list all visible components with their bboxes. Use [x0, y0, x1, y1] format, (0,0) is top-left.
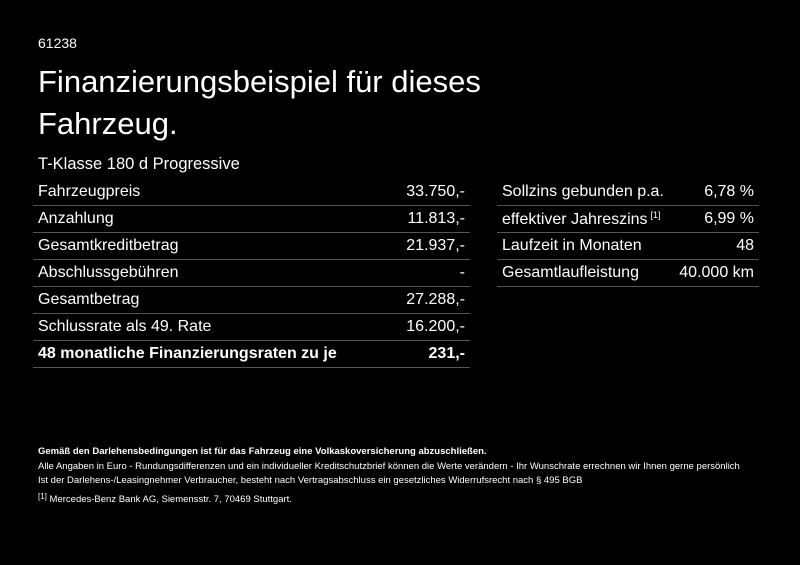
- row-label: Schlussrate als 49. Rate: [38, 318, 211, 336]
- row-label: 48 monatliche Finanzierungsraten zu je: [38, 345, 337, 363]
- row-value: 231,-: [428, 345, 465, 362]
- row-label-text: effektiver Jahreszins: [502, 210, 648, 228]
- row-value: 27.288,-: [406, 291, 465, 308]
- table-row: Laufzeit in Monaten 48: [497, 233, 759, 260]
- row-label-text: Anzahlung: [38, 210, 114, 227]
- title-line: Fahrzeug.: [38, 106, 178, 141]
- table-row: 48 monatliche Finanzierungsraten zu je 23…: [33, 341, 470, 368]
- title-line: Finanzierungsbeispiel für dieses: [38, 64, 481, 99]
- table-row: Schlussrate als 49. Rate 16.200,-: [33, 314, 470, 341]
- row-label-text: Fahrzeugpreis: [38, 183, 141, 200]
- table-row: Gesamtlaufleistung 40.000 km: [497, 260, 759, 287]
- row-value: 6,99 %: [704, 210, 754, 227]
- model: T-Klasse 180 d Progressive: [38, 155, 240, 173]
- right-table: Sollzins gebunden p.a. 6,78 % effektiver J…: [497, 179, 759, 287]
- id: 61238: [38, 35, 77, 51]
- row-label: Abschlussgebühren: [38, 264, 179, 282]
- row-label-text: Laufzeit in Monaten: [502, 237, 642, 254]
- table-row: Anzahlung 11.813,-: [33, 206, 470, 233]
- table-row: effektiver Jahreszins [1] 6,99 %: [497, 206, 759, 233]
- row-label-text: Gesamtkreditbetrag: [38, 237, 179, 254]
- row-label: Laufzeit in Monaten: [502, 237, 642, 255]
- row-value: 33.750,-: [406, 183, 465, 200]
- footnote: Gemäß den Darlehensbedingungen ist für d…: [38, 446, 487, 457]
- row-label: Sollzins gebunden p.a.: [502, 183, 664, 201]
- left-table: Fahrzeugpreis 33.750,- Anzahlung 11.813,- Ge…: [33, 179, 470, 368]
- table-row: Sollzins gebunden p.a. 6,78 %: [497, 179, 759, 206]
- footnote: Alle Angaben in Euro - Rundungsdifferenz…: [38, 461, 740, 472]
- row-value: 6,78 %: [704, 183, 754, 200]
- row-value: 48: [736, 237, 754, 254]
- row-label: Gesamtbetrag: [38, 291, 139, 309]
- row-label-text: Abschlussgebühren: [38, 264, 179, 281]
- row-label: Anzahlung: [38, 210, 114, 228]
- row-label-text: Schlussrate als 49. Rate: [38, 318, 212, 335]
- row-value: -: [459, 264, 465, 281]
- table-row: Gesamtbetrag 27.288,-: [33, 287, 470, 314]
- row-label-text: Sollzins gebunden p.a.: [502, 183, 664, 200]
- row-label-text: 48 monatliche Finanzierungsraten zu je: [38, 345, 337, 362]
- ref-text: Mercedes-Benz Bank AG, Siemensstr. 7, 70…: [49, 494, 292, 505]
- ref-marker: [1]: [38, 492, 47, 501]
- row-label: effektiver Jahreszins [1]: [502, 210, 661, 229]
- table-row: Gesamtkreditbetrag 21.937,-: [33, 233, 470, 260]
- row-value: 11.813,-: [407, 210, 465, 227]
- note-marker: [1]: [650, 209, 661, 220]
- row-label: Gesamtlaufleistung: [502, 264, 639, 282]
- footnote: Ist der Darlehens-/Leasingnehmer Verbrau…: [38, 475, 583, 486]
- title: Finanzierungsbeispiel für dieses Fahrzeu…: [38, 61, 481, 145]
- table-row: Fahrzeugpreis 33.750,-: [33, 179, 470, 206]
- row-value: 40.000 km: [679, 264, 754, 281]
- table-row: Abschlussgebühren -: [33, 260, 470, 287]
- row-value: 21.937,-: [406, 237, 465, 254]
- row-label-text: Gesamtbetrag: [38, 291, 140, 308]
- row-label: Fahrzeugpreis: [38, 183, 140, 201]
- footnote: [1] Mercedes-Benz Bank AG, Siemensstr. 7…: [38, 492, 292, 505]
- row-value: 16.200,-: [406, 318, 465, 335]
- row-label-text: Gesamtlaufleistung: [502, 264, 639, 281]
- row-label: Gesamtkreditbetrag: [38, 237, 179, 255]
